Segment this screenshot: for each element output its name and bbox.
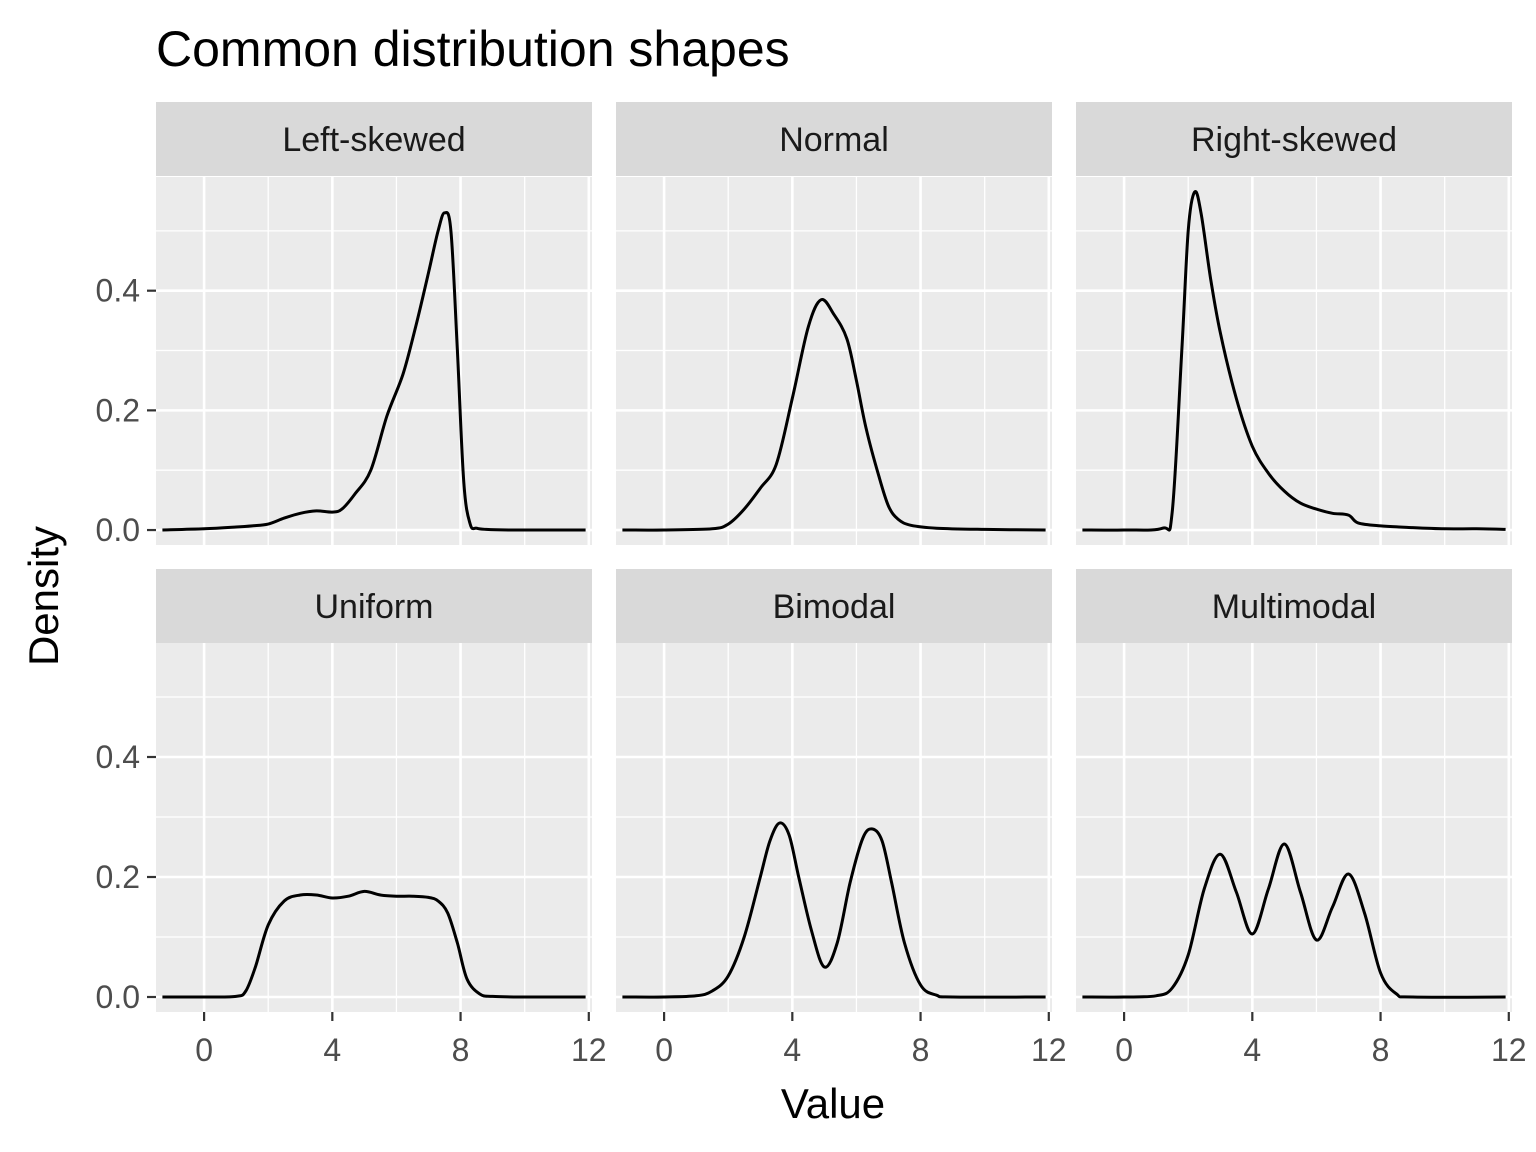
facet-bimodal: Bimodal — [616, 569, 1052, 1012]
facet-uniform: Uniform — [156, 569, 592, 1012]
panel-background — [156, 643, 592, 1012]
facet-right-skewed: Right-skewed — [1076, 102, 1512, 545]
facet-strip — [1076, 102, 1512, 176]
x-tick-label: 0 — [195, 1032, 213, 1068]
y-tick-label: 0.2 — [96, 392, 140, 428]
x-tick-label: 12 — [1031, 1032, 1067, 1068]
facet-normal: Normal — [616, 102, 1052, 545]
facet-strip — [616, 569, 1052, 643]
x-axis: 0 4 8 12 0 4 8 12 0 4 8 12 — [195, 1012, 1527, 1068]
y-tick-label: 0.0 — [96, 979, 140, 1015]
facet-panels: Left-skewed Normal Right-skewed Uniform Bimo… — [156, 102, 1512, 1012]
facet-strip — [616, 102, 1052, 176]
density-curve — [162, 889, 586, 999]
x-tick-label: 4 — [1243, 1032, 1261, 1068]
panel-background — [616, 177, 1052, 545]
x-tick-label: 0 — [655, 1032, 673, 1068]
facet-strip — [156, 102, 592, 176]
y-axis-title: Density — [20, 526, 67, 666]
density-curve — [622, 821, 1046, 999]
x-tick-label: 12 — [1491, 1032, 1527, 1068]
y-axis: 0.0 0.2 0.4 0.0 0.2 0.4 — [96, 273, 156, 1015]
facet-strip-label: Multimodal — [1212, 588, 1376, 626]
x-tick-label: 4 — [323, 1032, 341, 1068]
density-curve — [162, 210, 586, 532]
y-tick-label: 0.0 — [96, 512, 140, 548]
panel-background — [1076, 643, 1512, 1012]
panel-background — [156, 177, 592, 545]
facet-strip-label: Normal — [779, 121, 889, 159]
density-curve — [1082, 189, 1506, 532]
facet-strip — [1076, 569, 1512, 643]
facet-left-skewed: Left-skewed — [156, 102, 592, 545]
x-tick-label: 4 — [783, 1032, 801, 1068]
facet-strip-label: Uniform — [314, 588, 433, 626]
facet-multimodal: Multimodal — [1076, 569, 1512, 1012]
x-tick-label: 8 — [912, 1032, 930, 1068]
y-tick-label: 0.2 — [96, 859, 140, 895]
x-tick-label: 0 — [1115, 1032, 1133, 1068]
density-curve — [622, 298, 1046, 532]
facet-strip-label: Right-skewed — [1191, 121, 1397, 159]
x-tick-label: 8 — [1372, 1032, 1390, 1068]
facet-strip-label: Left-skewed — [282, 121, 465, 159]
facet-strip-label: Bimodal — [773, 588, 896, 626]
x-tick-label: 12 — [571, 1032, 607, 1068]
x-tick-label: 8 — [452, 1032, 470, 1068]
facet-strip — [156, 569, 592, 643]
chart-title: Common distribution shapes — [156, 21, 790, 77]
density-curve — [1082, 842, 1506, 999]
x-axis-title: Value — [781, 1080, 885, 1127]
y-tick-label: 0.4 — [96, 273, 140, 309]
panel-background — [1076, 177, 1512, 545]
y-tick-label: 0.4 — [96, 739, 140, 775]
